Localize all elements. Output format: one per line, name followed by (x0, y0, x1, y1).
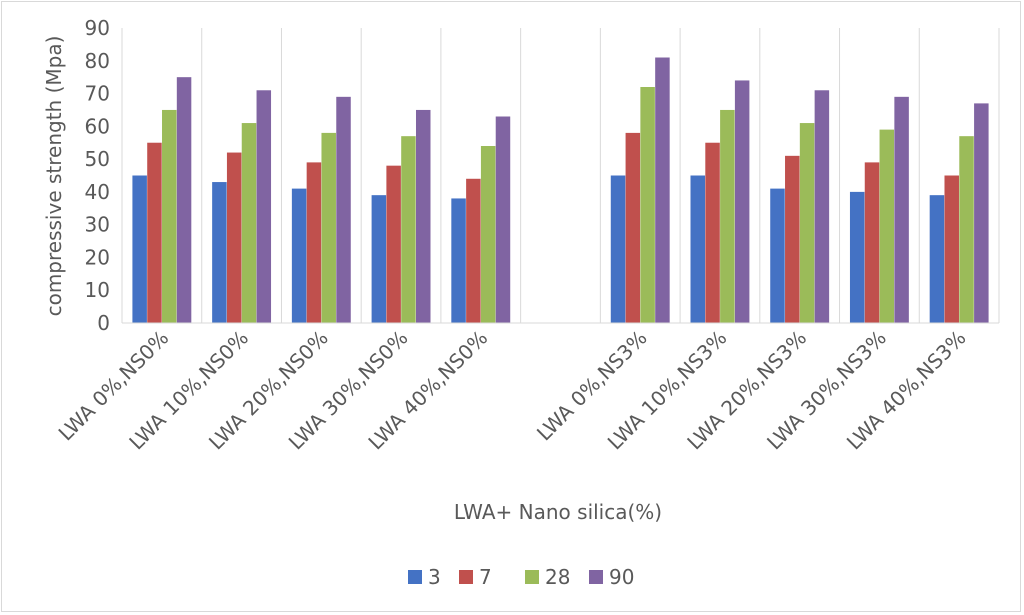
legend-label: 28 (545, 565, 570, 589)
bar-series-3 (132, 175, 147, 323)
bar-series-3 (690, 175, 706, 323)
legend: 3 7 28 90 (408, 565, 634, 589)
y-tick-label: 30 (85, 213, 110, 237)
bar-series-28 (480, 146, 496, 323)
y-tick-label: 90 (85, 16, 110, 40)
legend-label: 7 (479, 565, 492, 589)
bar-series-90 (814, 90, 830, 324)
bar-series-3 (291, 188, 307, 323)
bar-series-7 (386, 165, 401, 323)
bar-series-28 (879, 129, 895, 323)
x-axis-title: LWA+ Nano silica(%) (454, 500, 662, 524)
bar-series-90 (734, 80, 750, 323)
bar-series-7 (705, 142, 720, 323)
bar-series-90 (495, 116, 511, 323)
bar-series-90 (415, 109, 431, 323)
bar-series-28 (720, 109, 735, 323)
bar-series-28 (321, 132, 336, 323)
bar-series-3 (929, 195, 945, 323)
bar-series-7 (306, 162, 322, 323)
bar-series-28 (162, 109, 177, 323)
gridlines (121, 28, 1000, 323)
bar-series-7 (864, 162, 880, 323)
bar-series-3 (610, 175, 626, 323)
legend-swatch-28 (525, 570, 539, 584)
bar-series-28 (799, 123, 815, 323)
y-tick-label: 0 (97, 311, 110, 335)
bar-series-90 (176, 77, 192, 324)
y-tick-label: 40 (85, 180, 110, 204)
bar-series-90 (336, 96, 351, 323)
bar-series-7 (147, 142, 162, 323)
legend-label: 3 (428, 565, 441, 589)
bar-series-28 (401, 136, 416, 323)
bar-series-90 (655, 57, 670, 323)
bar-series-90 (974, 103, 989, 323)
bar-series-7 (944, 175, 959, 323)
legend-label: 90 (609, 565, 634, 589)
y-tick-label: 70 (85, 82, 110, 106)
legend-swatch-3 (408, 570, 422, 584)
y-axis-title: compressive strength (Mpa) (42, 36, 66, 317)
bars (132, 57, 989, 324)
bar-series-3 (212, 182, 227, 323)
y-tick-label: 80 (85, 49, 110, 73)
bar-series-3 (770, 188, 785, 323)
bar-series-7 (625, 132, 641, 323)
bar-series-28 (241, 123, 257, 323)
y-tick-label: 50 (85, 147, 110, 171)
bar-series-90 (256, 90, 272, 324)
y-tick-label: 60 (85, 114, 110, 138)
bar-series-28 (959, 136, 974, 323)
y-tick-labels: 0 10 20 30 40 50 60 70 80 90 (85, 16, 110, 335)
bar-series-7 (226, 152, 242, 323)
bar-series-7 (466, 178, 481, 323)
legend-swatch-90 (589, 570, 603, 584)
bar-series-28 (640, 87, 655, 323)
x-tick-labels: LWA 0%,NS0%LWA 10%,NS0%LWA 20%,NS0%LWA 3… (54, 326, 971, 455)
bar-series-7 (785, 155, 800, 323)
bar-series-90 (894, 96, 909, 323)
legend-swatch-7 (459, 570, 473, 584)
bar-series-3 (849, 191, 865, 323)
bar-series-3 (371, 195, 387, 323)
bar-series-3 (451, 198, 466, 323)
y-tick-label: 20 (85, 245, 110, 269)
y-tick-label: 10 (85, 278, 110, 302)
